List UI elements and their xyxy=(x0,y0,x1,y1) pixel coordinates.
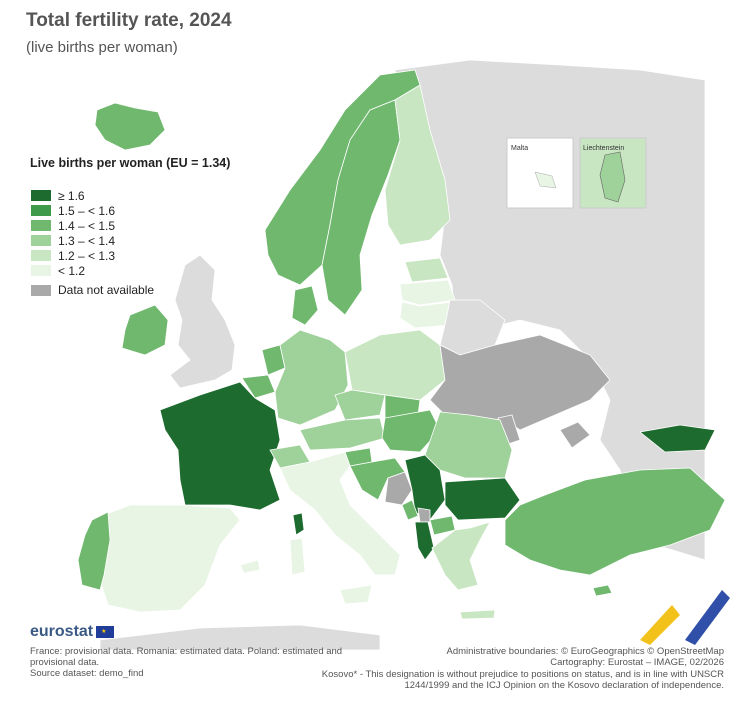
legend-not-available: Data not available xyxy=(30,283,154,297)
region-bosnia xyxy=(384,471,413,506)
region-north-macedonia xyxy=(429,515,456,536)
region-france xyxy=(159,381,281,511)
page-subtitle: (live births per woman) xyxy=(26,39,178,56)
region-czechia xyxy=(334,389,386,421)
region-georgia xyxy=(639,424,716,453)
eu-flag-icon xyxy=(96,626,115,638)
legend-swatch-na xyxy=(30,283,52,297)
legend-swatch xyxy=(30,204,52,217)
legend: ≥ 1.6 1.5 – < 1.6 1.4 – < 1.5 1.3 – < 1.… xyxy=(30,188,115,278)
notes-line: France: provisional data. Romania: estim… xyxy=(30,646,343,668)
region-montenegro xyxy=(401,499,419,521)
region-austria xyxy=(299,417,386,451)
footer-notes: France: provisional data. Romania: estim… xyxy=(30,646,370,679)
region-bulgaria xyxy=(444,477,521,521)
legend-label: 1.2 – < 1.3 xyxy=(58,248,116,263)
legend-item: 1.4 – < 1.5 xyxy=(30,218,115,233)
region-crimea xyxy=(559,421,591,449)
region-cyprus xyxy=(592,584,613,597)
region-north-africa xyxy=(99,624,381,651)
legend-label: 1.4 – < 1.5 xyxy=(58,218,116,233)
region-turkey xyxy=(504,467,726,576)
region-sweden xyxy=(321,99,401,316)
legend-item: < 1.2 xyxy=(30,263,115,278)
region-germany xyxy=(274,329,349,426)
region-kosovo xyxy=(417,507,431,523)
region-sicily xyxy=(339,584,373,605)
logo-text: eurostat xyxy=(30,623,94,640)
region-sardinia xyxy=(289,537,306,576)
legend-label: < 1.2 xyxy=(58,263,86,278)
legend-item: 1.2 – < 1.3 xyxy=(30,248,115,263)
inset-malta-label: Malta xyxy=(511,145,528,152)
legend-swatch xyxy=(30,264,52,277)
legend-label: 1.5 – < 1.6 xyxy=(58,203,116,218)
region-finland xyxy=(384,84,451,246)
region-latvia xyxy=(399,279,456,306)
region-lithuania xyxy=(399,301,453,329)
decorative-stripes xyxy=(640,590,730,645)
inset-malta: Malta xyxy=(506,137,574,209)
region-estonia xyxy=(404,257,449,283)
legend-title: Live births per woman (EU = 1.34) xyxy=(30,156,231,170)
legend-swatch xyxy=(30,189,52,202)
legend-label: ≥ 1.6 xyxy=(58,188,85,203)
legend-swatch xyxy=(30,219,52,232)
eurostat-logo: eurostat xyxy=(30,623,115,641)
credits-line: Cartography: Eurostat – IMAGE, 02/2026 xyxy=(550,657,724,668)
legend-item: ≥ 1.6 xyxy=(30,188,115,203)
credits-line: Administrative boundaries: © EuroGeograp… xyxy=(446,646,725,657)
source-line: Source dataset: demo_find xyxy=(30,668,144,679)
region-serbia xyxy=(404,454,446,521)
legend-label: 1.3 – < 1.4 xyxy=(58,233,116,248)
region-corsica xyxy=(292,512,305,536)
region-poland xyxy=(344,329,446,401)
inset-liechtenstein-label: Liechtenstein xyxy=(583,145,624,152)
inset-liechtenstein: Liechtenstein xyxy=(579,137,647,209)
region-ukraine xyxy=(429,334,611,431)
legend-item: 1.5 – < 1.6 xyxy=(30,203,115,218)
region-iceland xyxy=(94,102,166,151)
region-italy xyxy=(279,451,401,576)
region-crete xyxy=(459,609,496,620)
page-title: Total fertility rate, 2024 xyxy=(26,10,232,31)
region-hungary xyxy=(381,409,441,453)
region-spain xyxy=(91,504,241,613)
region-greece xyxy=(431,521,491,591)
region-ireland xyxy=(121,304,169,356)
kosovo-note: Kosovo* - This designation is without pr… xyxy=(321,669,724,691)
footer-credits: Administrative boundaries: © EuroGeograp… xyxy=(394,646,725,668)
legend-swatch xyxy=(30,249,52,262)
legend-na-label: Data not available xyxy=(58,283,155,297)
legend-item: 1.3 – < 1.4 xyxy=(30,233,115,248)
region-albania xyxy=(414,521,435,561)
region-united-kingdom xyxy=(169,254,236,389)
region-balearic xyxy=(239,559,261,574)
region-portugal xyxy=(77,511,111,591)
region-denmark xyxy=(291,285,319,326)
legend-swatch xyxy=(30,234,52,247)
